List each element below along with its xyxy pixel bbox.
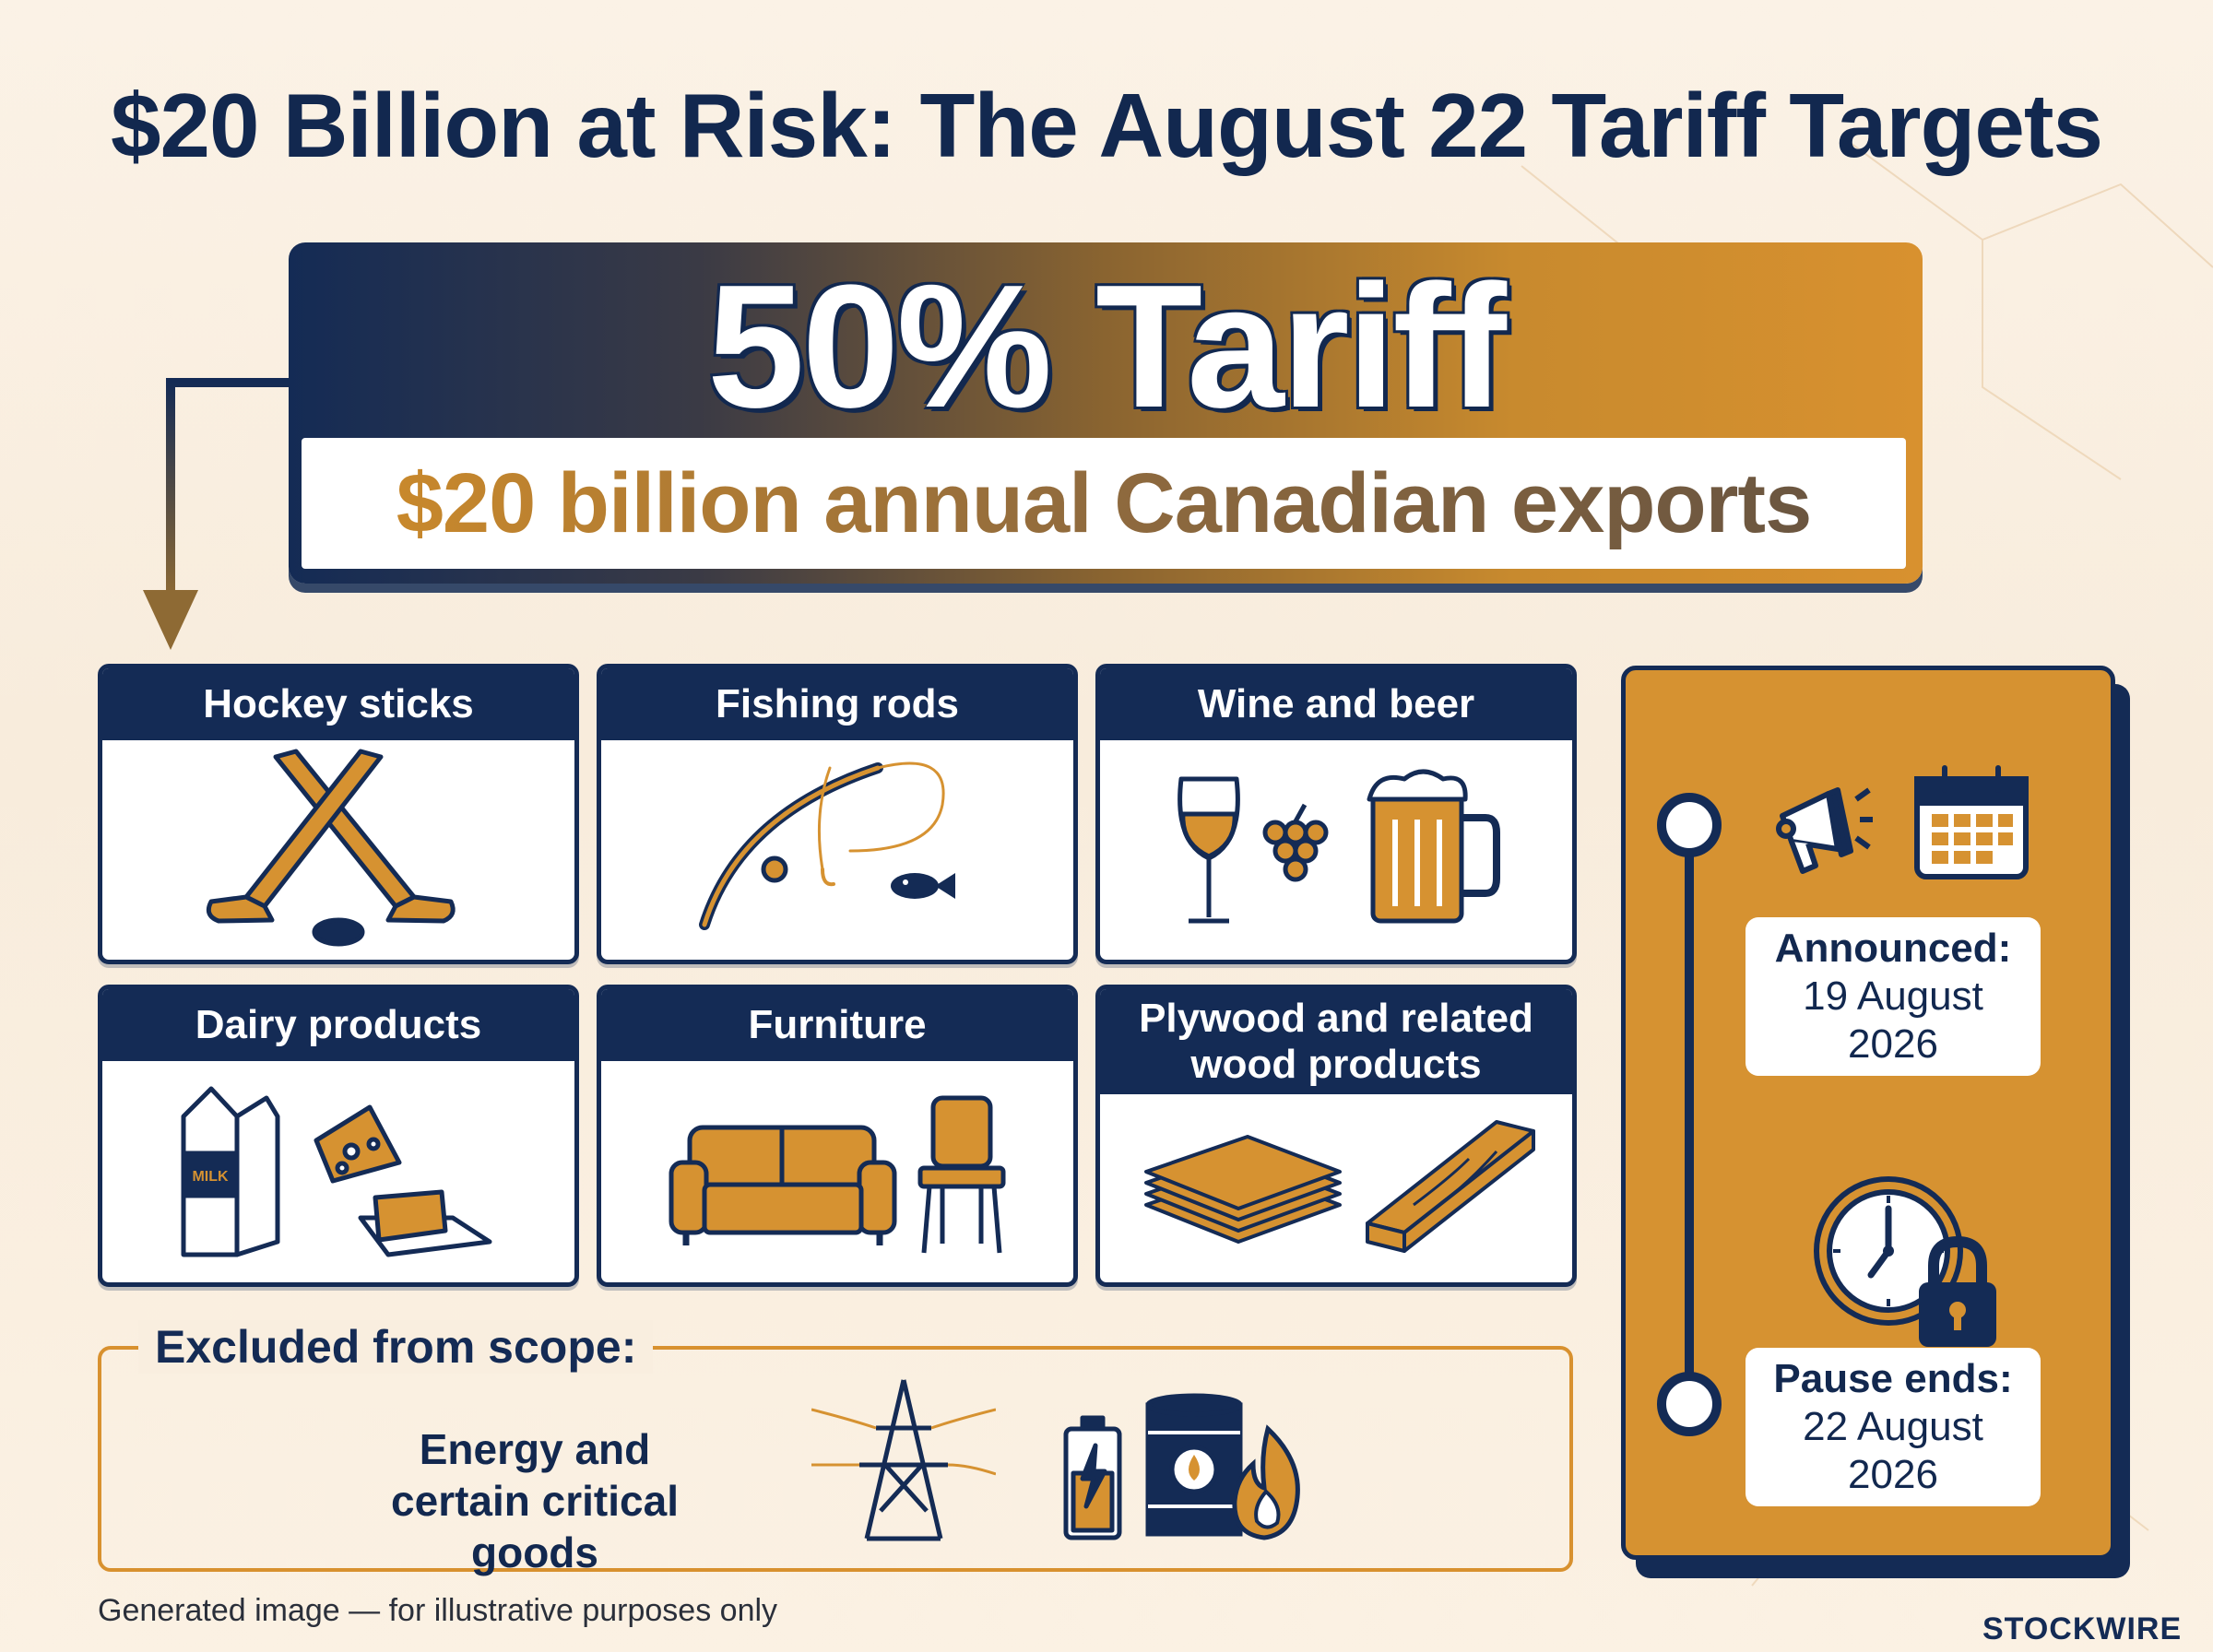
footnote: Generated image — for illustrative purpo… [98,1593,778,1628]
tariff-subline: $20 billion annual Canadian exports [396,455,1812,550]
excluded-scope-box: Excluded from scope: Energy and certain … [98,1320,1573,1576]
product-card-wine-beer: Wine and beer [1095,664,1577,964]
dairy-icon: MILK [181,1086,492,1257]
timeline-announced-label: Announced: [1774,926,2012,971]
product-card-title: Wine and beer [1100,668,1572,740]
hockey-sticks-icon [206,749,456,947]
product-card-title: Furniture [601,989,1073,1061]
product-card-title: Hockey sticks [102,668,574,740]
product-card-title: Dairy products [102,989,574,1061]
timeline-panel: Announced: 19 August 2026 Pause ends: 22… [1621,666,2115,1560]
brand-logo: STOCKWIRE X [1982,1611,2183,1652]
timeline-announced: Announced: 19 August 2026 [1746,917,2041,1076]
product-card-plywood: Plywood and related wood products [1095,985,1577,1287]
tariff-banner: 50% Tariff $20 billion annual Canadian e… [289,242,1923,584]
product-card-dairy: Dairy products MILK [98,985,579,1287]
timeline-announced-date: 19 August 2026 [1803,974,1983,1067]
padlock-icon [1919,1235,1996,1347]
megaphone-icon [1776,787,1873,874]
product-card-fishing-rods: Fishing rods [597,664,1078,964]
product-card-title: Plywood and related wood products [1100,989,1572,1094]
oil-barrel-icon [1145,1393,1243,1537]
product-card-furniture: Furniture [597,985,1078,1287]
excluded-title: Excluded from scope: [138,1320,654,1374]
svg-text:MILK: MILK [192,1169,229,1185]
calendar-icon [1914,765,2029,879]
furniture-icon [669,1095,1006,1254]
page-title: $20 Billion at Risk: The August 22 Tarif… [110,75,2103,176]
fishing-rod-icon [699,761,955,930]
timeline-track [1657,793,1722,1436]
timeline-pause-ends: Pause ends: 22 August 2026 [1746,1348,2041,1506]
timeline-pause-date: 22 August 2026 [1803,1404,1983,1497]
wine-beer-icon [1178,769,1500,924]
excluded-text: Energy and certain critical goods [391,1425,679,1576]
battery-icon [1063,1415,1122,1540]
timeline-pause-label: Pause ends: [1773,1356,2013,1401]
tariff-headline: 50% Tariff [707,249,1507,444]
product-card-title: Fishing rods [601,668,1073,740]
power-pylon-icon [811,1379,996,1541]
flame-icon [1232,1424,1300,1540]
product-card-hockey-sticks: Hockey sticks [98,664,579,964]
plywood-icon [1144,1120,1535,1253]
tariff-subline-box: $20 billion annual Canadian exports [302,438,1906,569]
